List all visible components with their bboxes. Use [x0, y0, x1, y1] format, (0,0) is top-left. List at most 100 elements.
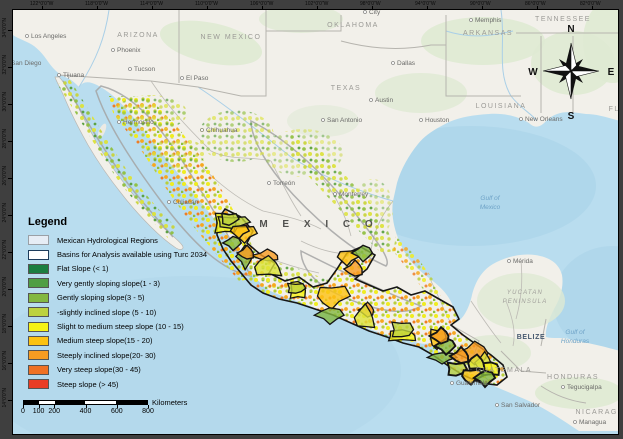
city-marker [450, 381, 454, 385]
basin-polygon [235, 244, 255, 260]
region-label: TEXAS [331, 85, 361, 92]
longitude-label: 98°0'0"W [360, 1, 381, 7]
latitude-label: 32°0'0"N [2, 55, 8, 75]
legend-item: Gently sloping slope(3 - 5) [28, 291, 368, 305]
longitude-label: 110°0'0"W [195, 1, 218, 7]
city-marker [111, 48, 115, 52]
city-label: Hermosillo [123, 119, 154, 126]
scale-tick-label: 100 [32, 408, 45, 415]
city-marker [363, 10, 367, 14]
legend-item: Steeply inclined slope(20- 30) [28, 348, 368, 362]
longitude-label: 114°0'0"W [140, 1, 163, 7]
legend-swatch [28, 249, 49, 260]
latitude-label: 26°0'0"N [2, 166, 8, 186]
longitude-tick [592, 6, 593, 10]
longitude-tick [152, 6, 153, 10]
longitude-label: 122°0'0"W [30, 1, 54, 7]
legend-label: Gently sloping slope(3 - 5) [57, 293, 145, 303]
city-marker [369, 98, 373, 102]
legend-swatch [28, 292, 49, 303]
legend-item: Basins for Analysis available using Turc… [28, 247, 368, 261]
scale-tick [38, 405, 40, 408]
legend-swatch [28, 379, 49, 390]
legend-item: Steep slope (> 45) [28, 377, 368, 391]
city-label: San Diego [12, 60, 42, 67]
scale-tick-label: 400 [79, 408, 92, 415]
water-label: Gulf of Mexico [480, 195, 501, 211]
latitude-tick [8, 252, 12, 253]
city-marker [128, 67, 132, 71]
city-label: Phoenix [117, 47, 141, 54]
legend-item: Very gently sloping slope(1 - 3) [28, 276, 368, 290]
legend-swatch [28, 364, 49, 375]
longitude-tick [317, 6, 318, 10]
basin-polygon [446, 361, 468, 377]
scale-tick [23, 405, 24, 408]
legend-label: Mexican Hydrological Regions [57, 235, 158, 245]
scale-tick [148, 405, 149, 408]
legend-swatch [28, 278, 49, 289]
compass-north-label: N [567, 24, 574, 35]
legend-title: Legend [28, 216, 68, 228]
scale-tick-label: 800 [142, 408, 154, 415]
city-label: Chihuahua [206, 127, 238, 134]
city-marker [267, 181, 271, 185]
map-canvas: Los Angeles San Diego Tijuana Phoenix Tucson… [12, 9, 619, 435]
latitude-label: 18°0'0"N [2, 314, 8, 334]
scale-bar: 0 100 200 400 600 800 Kilometers [21, 398, 243, 420]
water-label: YUCATAN PENINSULA [503, 290, 548, 305]
region-label: ARKANSAS [463, 30, 513, 37]
longitude-label: 94°0'0"W [415, 1, 436, 7]
longitude-tick [207, 6, 208, 10]
region-label: NICARAGUA [575, 409, 619, 416]
compass-east-label: E [608, 67, 615, 78]
city-label: San Antonio [327, 117, 362, 124]
longitude-tick [97, 6, 98, 10]
basemap: Los Angeles San Diego Tijuana Phoenix Tucson… [12, 10, 619, 434]
city-label: New Orleans [525, 116, 563, 123]
city-marker [117, 120, 121, 124]
region-label: LOUISIANA [476, 103, 527, 110]
basin-polygon [342, 258, 363, 277]
city-label: Tijuana [63, 72, 84, 79]
basin-polygon [461, 368, 485, 386]
scale-tick-label: 200 [48, 408, 61, 415]
legend-swatch [28, 235, 49, 246]
basin-polygon [350, 244, 374, 263]
city-marker [180, 76, 184, 80]
city-marker [200, 128, 204, 132]
city-marker [391, 61, 395, 65]
region-label: GUATEMALA [476, 367, 532, 374]
scale-tick-label: 600 [110, 408, 123, 415]
city-label: Tegucigalpa [567, 384, 602, 391]
latitude-tick [8, 215, 12, 216]
basin-polygon [390, 321, 415, 338]
city-label: Austin [375, 97, 393, 104]
legend-label: Steep slope (> 45) [57, 379, 119, 389]
basin-polygon [448, 345, 470, 365]
compass-south-label: S [568, 111, 575, 122]
longitude-label: 90°0'0"W [470, 1, 491, 7]
latitude-tick [8, 67, 12, 68]
legend-item: -slightly inclined slope (5 - 10) [28, 305, 368, 319]
city-label: El Paso [186, 75, 209, 82]
latitude-label: 20°0'0"N [2, 277, 8, 297]
latitude-tick [8, 363, 12, 364]
basin-polygon [253, 254, 283, 277]
region-label: OKLAHOMA [327, 22, 379, 29]
legend-swatch [28, 350, 49, 361]
basin-polygon [286, 282, 307, 294]
longitude-tick [372, 6, 373, 10]
city-marker [519, 117, 523, 121]
basin-polygon [316, 285, 352, 311]
compass-west-label: W [528, 67, 538, 78]
scale-bar-segments [23, 400, 148, 405]
region-label: FLORIDA [609, 106, 619, 113]
legend-label: Slight to medium steep slope (10 - 15) [57, 322, 184, 332]
basin-polygon [427, 325, 450, 345]
legend: Legend Mexican Hydrological Regions Basin… [28, 216, 368, 391]
longitude-tick [537, 6, 538, 10]
city-marker [167, 200, 171, 204]
longitude-label: 102°0'0"W [305, 1, 329, 7]
basins-for-analysis [214, 207, 508, 389]
